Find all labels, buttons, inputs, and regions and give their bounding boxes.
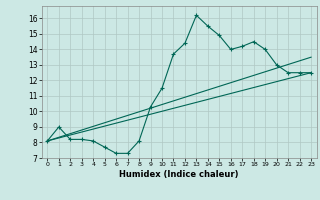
X-axis label: Humidex (Indice chaleur): Humidex (Indice chaleur) — [119, 170, 239, 179]
